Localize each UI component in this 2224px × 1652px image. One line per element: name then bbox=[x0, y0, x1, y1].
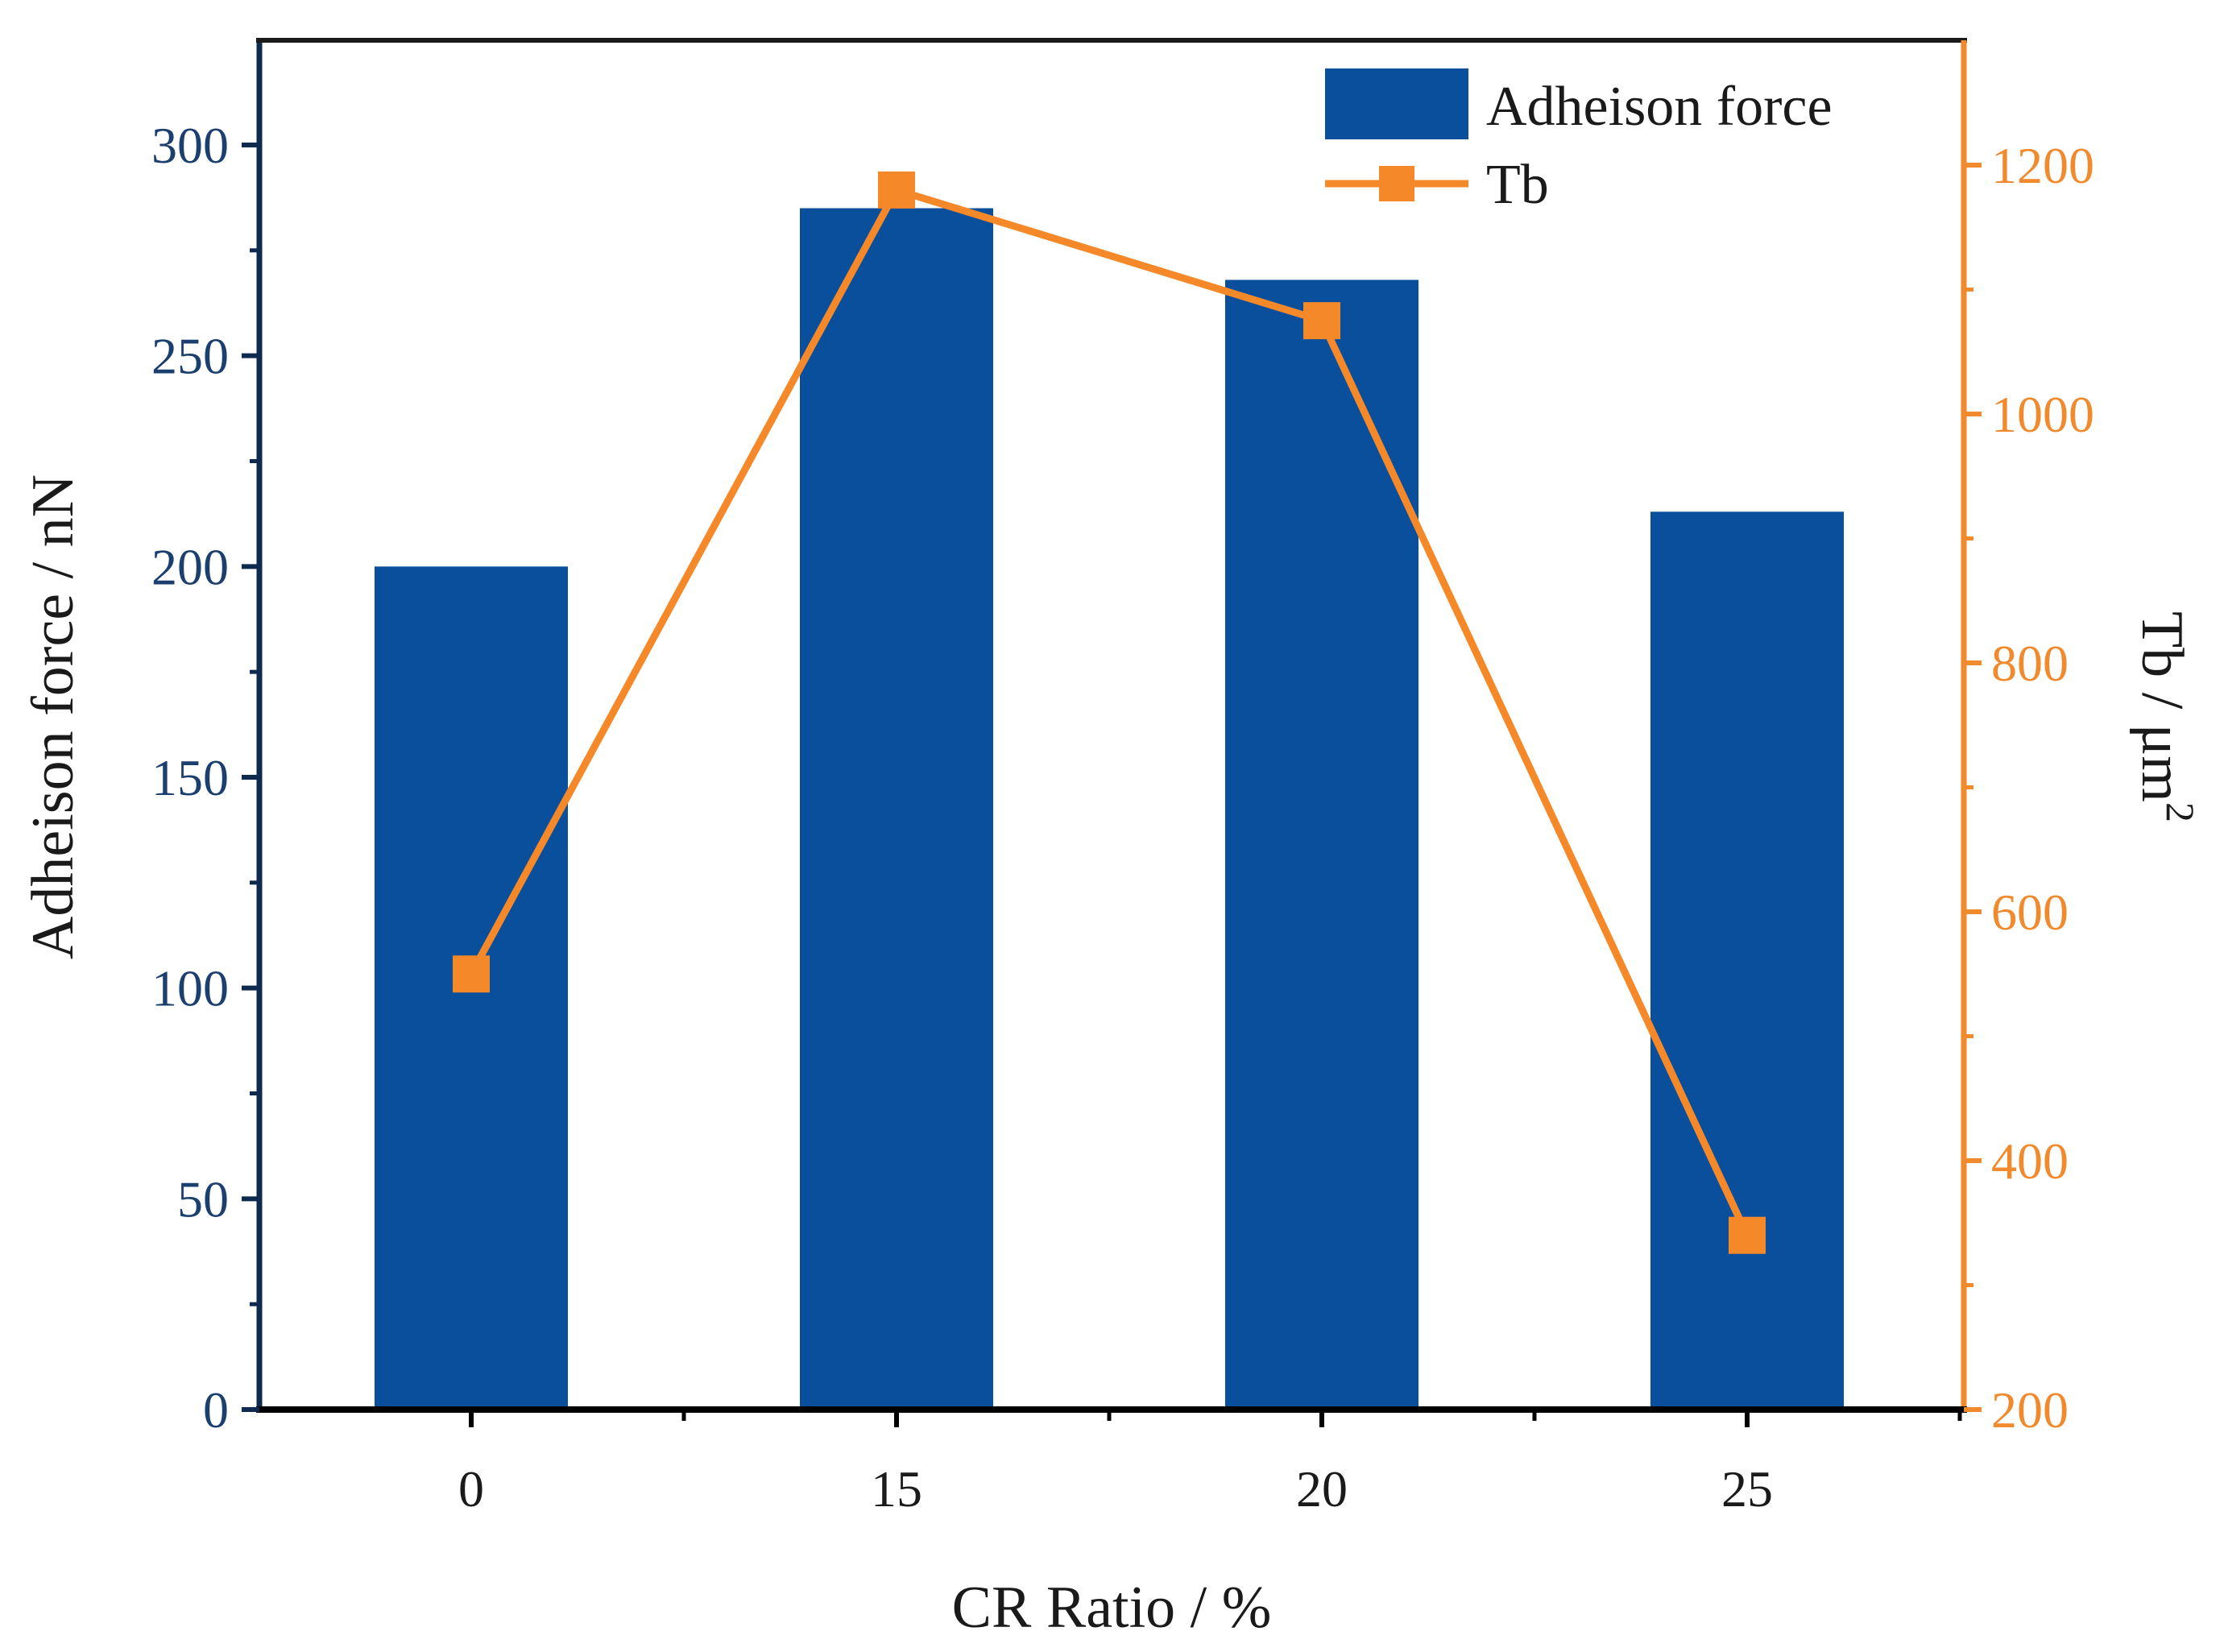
y-right-tick-label-1200: 1200 bbox=[1991, 137, 2094, 194]
axes bbox=[256, 38, 1967, 1413]
legend-swatch-marker bbox=[1379, 166, 1414, 201]
legend-label-bar: Adheison force bbox=[1486, 76, 1833, 138]
x-axis-title: CR Ratio / % bbox=[952, 1575, 1272, 1641]
bar-25 bbox=[1650, 511, 1844, 1410]
x-tick-label-25: 25 bbox=[1721, 1460, 1773, 1517]
y-right-tick-label-400: 400 bbox=[1991, 1132, 2069, 1190]
legend-swatch-bar bbox=[1325, 68, 1468, 139]
bar-20 bbox=[1225, 279, 1418, 1410]
y-left-tick-label-0: 0 bbox=[203, 1381, 229, 1439]
line-marker-0 bbox=[453, 955, 490, 993]
y-left-tick-label-50: 50 bbox=[177, 1170, 229, 1228]
legend: Adheison force Tb bbox=[1325, 68, 1833, 216]
y-axis-left-title: Adheison force / nN bbox=[20, 474, 86, 959]
y-axis-right-title-sup: 2 bbox=[2158, 802, 2203, 822]
y-right-tick-label-1000: 1000 bbox=[1991, 386, 2094, 443]
bar-15 bbox=[800, 208, 993, 1410]
x-tick-label-0: 0 bbox=[458, 1460, 484, 1517]
x-tick-label-15: 15 bbox=[871, 1460, 922, 1517]
y-left-tick-label-300: 300 bbox=[151, 117, 229, 174]
y-axis-right-title-base: Tb / μm bbox=[2129, 611, 2195, 802]
line-marker-20 bbox=[1303, 302, 1340, 340]
y-axis-right-title: Tb / μm2 bbox=[2129, 611, 2203, 822]
y-left-tick-label-250: 250 bbox=[151, 328, 229, 385]
line-path bbox=[468, 186, 1751, 1237]
bar-series bbox=[375, 208, 1844, 1410]
line-marker-25 bbox=[1729, 1216, 1766, 1254]
ticks: 0 50 100 150 200 250 300 200 400 600 800 1000 1200 0 1… bbox=[151, 117, 2094, 1517]
y-right-tick-label-600: 600 bbox=[1991, 884, 2069, 941]
y-left-tick-label-150: 150 bbox=[151, 749, 229, 806]
y-left-tick-label-100: 100 bbox=[151, 960, 229, 1017]
x-tick-label-20: 20 bbox=[1296, 1460, 1348, 1517]
y-left-tick-label-200: 200 bbox=[151, 538, 229, 595]
legend-label-line: Tb bbox=[1486, 154, 1549, 216]
y-right-tick-label-800: 800 bbox=[1991, 635, 2069, 692]
line-marker-15 bbox=[878, 171, 915, 209]
y-right-tick-label-200: 200 bbox=[1991, 1381, 2069, 1439]
line-series bbox=[453, 171, 1766, 1254]
